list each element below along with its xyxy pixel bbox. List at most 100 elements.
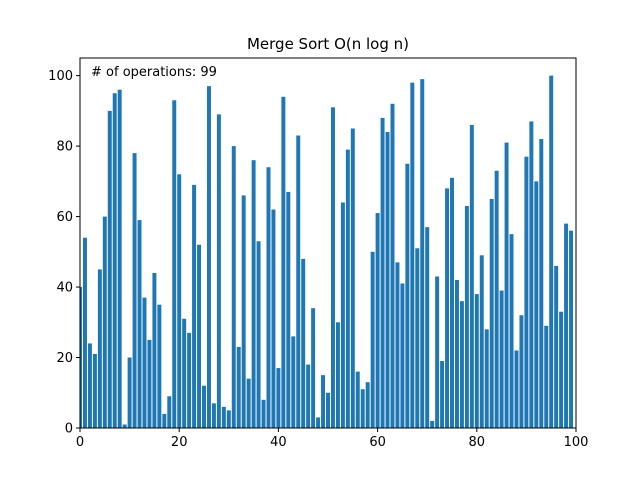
- bar: [569, 230, 574, 428]
- bar: [157, 304, 162, 428]
- bar: [142, 297, 147, 428]
- bar: [226, 410, 231, 428]
- y-axis-ticks: 0 20 40 60 80 100: [48, 69, 80, 437]
- y-tick-label: 80: [56, 140, 73, 155]
- bar: [206, 86, 211, 428]
- bar: [360, 389, 365, 428]
- bar: [370, 251, 375, 428]
- bar: [311, 308, 316, 428]
- bar: [335, 322, 340, 428]
- bar: [211, 403, 216, 428]
- bar: [489, 198, 494, 428]
- bar: [405, 163, 410, 428]
- bar: [132, 153, 137, 428]
- bar: [107, 110, 112, 429]
- bar: [202, 385, 206, 428]
- bar: [564, 223, 569, 428]
- bar: [82, 237, 87, 428]
- bar: [330, 107, 335, 428]
- bar: [529, 121, 534, 429]
- bar: [316, 417, 321, 428]
- bar: [410, 82, 415, 429]
- x-axis-ticks: 0 20 40 60 80 100: [76, 428, 588, 450]
- bar: [177, 174, 182, 428]
- bar: [509, 234, 514, 428]
- bar: [519, 315, 524, 428]
- operations-annotation: # of operations: 99: [91, 65, 217, 80]
- x-tick-label: 20: [171, 435, 188, 450]
- bar: [430, 420, 435, 428]
- bar: [306, 364, 311, 428]
- bar: [544, 325, 549, 428]
- bar: [425, 227, 430, 428]
- bar: [350, 128, 355, 429]
- x-tick-label: 0: [76, 435, 84, 450]
- bar: [256, 241, 261, 428]
- bar: [192, 184, 197, 428]
- bar: [147, 339, 152, 428]
- bar: [286, 191, 291, 428]
- bar: [127, 357, 132, 428]
- chart-title: Merge Sort O(n log n): [247, 35, 409, 53]
- bar: [554, 265, 559, 428]
- bar: [355, 371, 360, 428]
- bar: [182, 318, 187, 428]
- bar: [499, 290, 504, 428]
- bar: [261, 399, 266, 428]
- bar: [326, 392, 330, 428]
- bar: [266, 167, 271, 429]
- bar: [534, 181, 539, 428]
- bar: [400, 283, 405, 428]
- bar: [390, 103, 395, 428]
- bar: [464, 206, 469, 428]
- bar: [514, 350, 519, 428]
- bar: [345, 149, 350, 428]
- bar: [276, 368, 281, 428]
- bar: [504, 142, 509, 428]
- y-tick-label: 20: [56, 351, 73, 366]
- y-tick-label: 100: [48, 69, 73, 84]
- bar: [80, 287, 82, 428]
- bar: [221, 406, 226, 428]
- bar: [251, 160, 256, 428]
- bar: [484, 329, 489, 428]
- x-tick-label: 40: [270, 435, 287, 450]
- bar: [445, 188, 450, 428]
- bar: [365, 382, 370, 428]
- bar: [97, 269, 102, 428]
- bar: [559, 311, 564, 428]
- bar: [187, 332, 192, 428]
- bar: [112, 93, 117, 429]
- y-tick-label: 0: [65, 422, 73, 437]
- bar: [539, 139, 544, 429]
- bar: [474, 294, 479, 428]
- bars-group: [80, 75, 574, 429]
- bar: [440, 361, 445, 428]
- bar: [291, 336, 296, 428]
- bar: [281, 96, 286, 428]
- axes-frame: [79, 57, 577, 429]
- bar: [122, 424, 127, 428]
- bar: [420, 79, 425, 428]
- bar: [162, 413, 167, 428]
- bar: [102, 216, 107, 428]
- bar: [172, 100, 177, 428]
- bar: [435, 276, 440, 428]
- bar: [167, 396, 172, 428]
- bar: [375, 213, 380, 428]
- bar: [241, 195, 246, 428]
- bar: [197, 244, 202, 428]
- bar: [92, 354, 97, 428]
- x-tick-label: 80: [469, 435, 486, 450]
- bar: [494, 170, 499, 428]
- bar: [395, 262, 400, 428]
- bar: [450, 177, 454, 428]
- bar: [231, 146, 236, 428]
- y-tick-label: 40: [56, 281, 73, 296]
- bar: [152, 272, 157, 428]
- y-tick-label: 60: [56, 210, 73, 225]
- x-tick-label: 60: [369, 435, 386, 450]
- bar: [117, 89, 122, 429]
- bar: [271, 209, 276, 428]
